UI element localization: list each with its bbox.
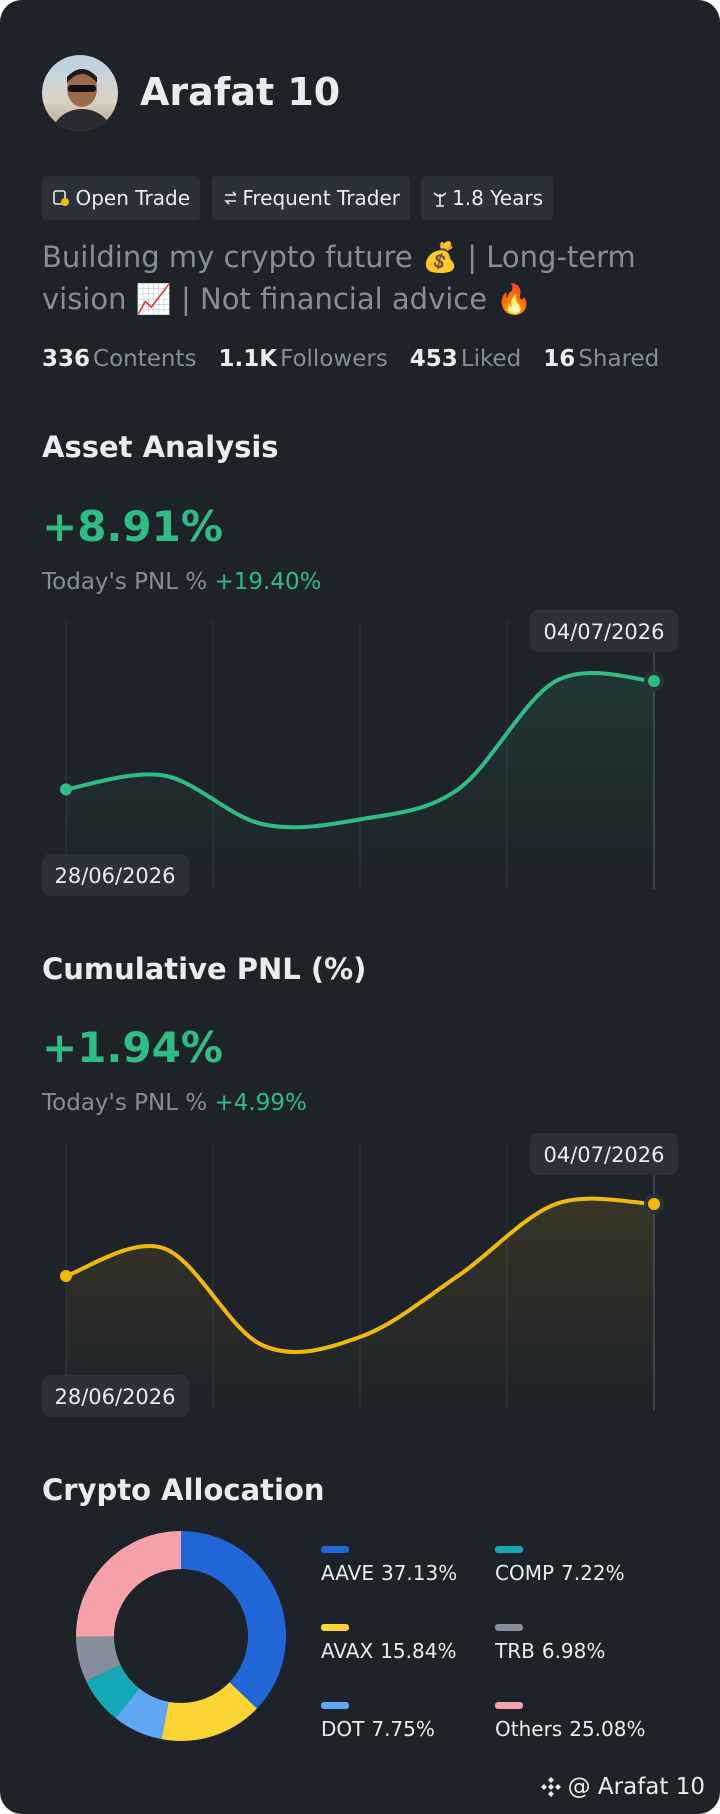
section-title: Asset Analysis: [42, 430, 279, 464]
badge: Open Trade: [42, 176, 200, 220]
legend-name: AAVE: [321, 1561, 374, 1585]
line: [64, 671, 656, 830]
date-badge: [42, 854, 189, 896]
end-point: [644, 671, 664, 691]
badge-icon: [433, 192, 447, 207]
stat-label: Contents: [93, 346, 197, 372]
stat-value: 1.1K: [218, 346, 278, 372]
badge: Frequent Trader: [212, 176, 410, 220]
badge: 1.8 Years: [421, 176, 553, 220]
date-badge: [530, 610, 678, 652]
badge-text: Frequent Trader: [242, 186, 400, 210]
today-label: Today's PNL %: [42, 1090, 208, 1116]
legend-value: 6.98%: [542, 1639, 606, 1663]
end-date: 04/07/2026: [543, 1143, 664, 1167]
badge-text: Open Trade: [75, 186, 190, 210]
stat: 16 Shared: [543, 346, 659, 372]
legend-swatch: [321, 1546, 349, 1553]
stat-value: 336: [42, 346, 91, 372]
section-title: Cumulative PNL (%): [42, 952, 367, 986]
donut-slice: [181, 1531, 286, 1709]
donut-slice: [86, 1664, 140, 1719]
stat-value: 453: [409, 346, 458, 372]
legend-label: Others 25.08%: [495, 1717, 645, 1741]
end-point: [644, 1194, 664, 1214]
date-badge: [42, 1375, 189, 1417]
legend-value: 7.75%: [371, 1717, 435, 1741]
legend-swatch: [495, 1546, 523, 1553]
legend-label: COMP 7.22%: [495, 1561, 625, 1585]
badge-icon: [53, 190, 69, 206]
badge-icon: [224, 191, 237, 205]
start-date: 28/06/2026: [54, 864, 175, 888]
headline-value: +1.94%: [42, 1023, 223, 1072]
legend-name: Others: [495, 1717, 562, 1741]
donut-slice: [161, 1682, 257, 1741]
headline-value: +8.91%: [42, 502, 223, 551]
stats: 336 Contents 1.1K Followers 453 Liked 16 Sha…: [42, 346, 659, 372]
today-value: +19.40%: [214, 569, 322, 595]
footer: @ Arafat 10: [538, 1774, 705, 1800]
legend-label: AAVE 37.13%: [321, 1561, 457, 1585]
logo: [540, 1777, 561, 1797]
legend-value: 37.13%: [381, 1561, 457, 1585]
today-pnl: Today's PNL % +4.99%: [42, 1090, 307, 1116]
donut-slice: [76, 1636, 121, 1682]
user-name: Arafat 10: [140, 70, 341, 114]
donut-slice: [115, 1688, 169, 1740]
bio-line: vision 📈 | Not financial advice 🔥: [42, 282, 533, 316]
bio-line: Building my crypto future 💰 | Long-term: [42, 240, 636, 274]
today-value: +4.99%: [214, 1090, 307, 1116]
legend-name: DOT: [321, 1717, 365, 1741]
legend-name: TRB: [494, 1639, 535, 1663]
stat-label: Shared: [578, 346, 660, 372]
legend-swatch: [321, 1702, 349, 1709]
end-date: 04/07/2026: [543, 620, 664, 644]
legend-value: 15.84%: [380, 1639, 456, 1663]
legend-name: COMP: [495, 1561, 554, 1585]
badge-text: 1.8 Years: [452, 186, 543, 210]
section-title: Crypto Allocation: [42, 1473, 325, 1507]
start-date: 28/06/2026: [54, 1385, 175, 1409]
legend-swatch: [495, 1702, 523, 1709]
legend-label: TRB 6.98%: [494, 1639, 605, 1663]
stat-label: Followers: [280, 346, 388, 372]
start-point: [60, 1269, 72, 1282]
today-pnl: Today's PNL % +19.40%: [42, 569, 322, 595]
legend-value: 25.08%: [569, 1717, 645, 1741]
stat: 453 Liked: [410, 346, 521, 372]
area-fill: [66, 1198, 654, 1410]
today-label: Today's PNL %: [42, 569, 208, 595]
legend-label: DOT 7.75%: [321, 1717, 435, 1741]
date-badge: [530, 1133, 678, 1175]
stat: 336 Contents: [42, 346, 196, 372]
legend-swatch: [321, 1624, 349, 1631]
avatar: [42, 55, 118, 131]
footer-handle: @ Arafat 10: [567, 1774, 705, 1800]
stat: 1.1K Followers: [218, 346, 387, 372]
legend-label: AVAX 15.84%: [321, 1639, 456, 1663]
legend-name: AVAX: [321, 1639, 373, 1663]
stat-label: Liked: [460, 346, 522, 372]
stat-value: 16: [543, 346, 576, 372]
start-point: [60, 783, 72, 796]
area-fill: [66, 672, 654, 889]
line: [64, 1196, 656, 1355]
donut-slice: [76, 1531, 181, 1637]
legend-value: 7.22%: [561, 1561, 625, 1585]
legend-swatch: [495, 1624, 523, 1631]
